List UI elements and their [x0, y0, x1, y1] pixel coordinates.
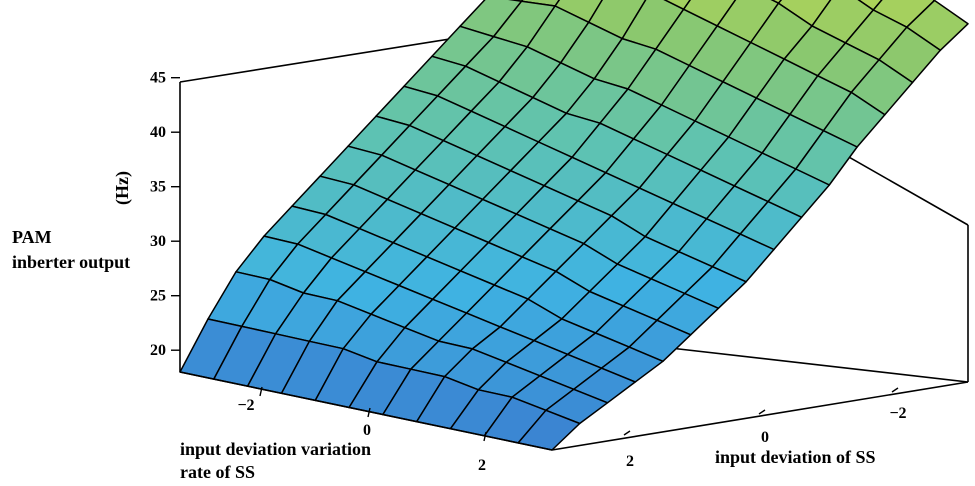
y-tick-mark — [367, 407, 371, 418]
z-tick-label: 40 — [150, 124, 166, 141]
y-tick-mark — [483, 431, 487, 442]
y-axis-label-line1: input deviation variation — [180, 439, 371, 459]
x-axis-ticks: −2 0 2 — [623, 387, 907, 470]
z-tick-label: 25 — [150, 288, 166, 305]
z-tick-label: 45 — [150, 70, 166, 87]
y-axis-ticks: −2 0 2 — [237, 386, 487, 474]
y-tick-label: 0 — [363, 422, 371, 439]
z-tick-label: 35 — [150, 179, 166, 196]
x-tick-mark — [758, 409, 766, 415]
x-tick-label: 2 — [626, 453, 634, 470]
surface-mesh — [179, 0, 969, 451]
y-tick-label: −2 — [237, 397, 254, 414]
z-axis-label-line2: inberter output — [12, 252, 130, 272]
z-axis-ticks: 20 25 30 35 40 45 — [150, 70, 180, 359]
x-tick-label: 0 — [761, 429, 769, 446]
box-floor-front-left-edge — [179, 371, 553, 451]
y-axis-label-line2: rate of SS — [180, 462, 255, 482]
x-tick-mark — [891, 387, 899, 393]
z-axis-unit: (Hz) — [112, 171, 133, 205]
z-axis-label-line1: PAM — [12, 227, 52, 247]
x-tick-label: −2 — [889, 405, 906, 422]
plot-box-front — [179, 371, 969, 451]
x-axis-label: input deviation of SS — [715, 447, 876, 467]
x-tick-mark — [623, 430, 631, 436]
z-tick-label: 30 — [150, 233, 166, 250]
y-tick-label: 2 — [478, 457, 486, 474]
box-floor-front-right-edge — [551, 381, 969, 451]
y-tick-mark — [259, 386, 263, 397]
z-tick-label: 20 — [150, 342, 166, 359]
